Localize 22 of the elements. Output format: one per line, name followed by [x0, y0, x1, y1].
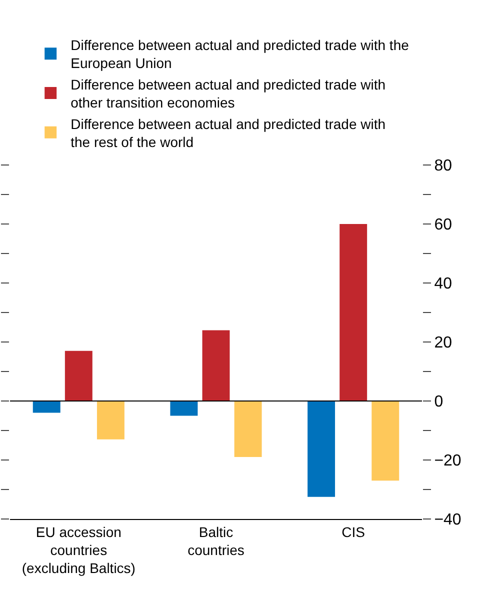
legend-label: Difference between actual and predicted trade with the European Union [70, 36, 410, 72]
bar [32, 401, 60, 413]
y-tick-label: 20 [434, 334, 452, 352]
legend-label: Difference between actual and predicted trade with other transition economies [70, 76, 386, 111]
bar [170, 401, 198, 416]
bar [96, 401, 124, 440]
y-tick-label: 0 [434, 394, 444, 411]
y-tick-label: 40 [434, 276, 452, 293]
y-tick-label: 80 [434, 158, 452, 175]
bar [308, 401, 336, 497]
x-tick-label: EU accession countries (excluding Baltics) [22, 524, 136, 576]
y-tick-label: 60 [434, 216, 452, 234]
bar [372, 401, 400, 481]
x-tick-label: CIS [342, 524, 365, 540]
legend-label: Difference between actual and predicted trade with the rest of the world [70, 116, 386, 150]
bar [234, 401, 262, 458]
bar [64, 350, 92, 401]
y-tick-label: −20 [434, 452, 462, 470]
bar [340, 224, 368, 401]
y-tick-label: −40 [434, 512, 462, 529]
x-tick-label: Baltic countries [188, 524, 244, 558]
bar [202, 330, 230, 401]
